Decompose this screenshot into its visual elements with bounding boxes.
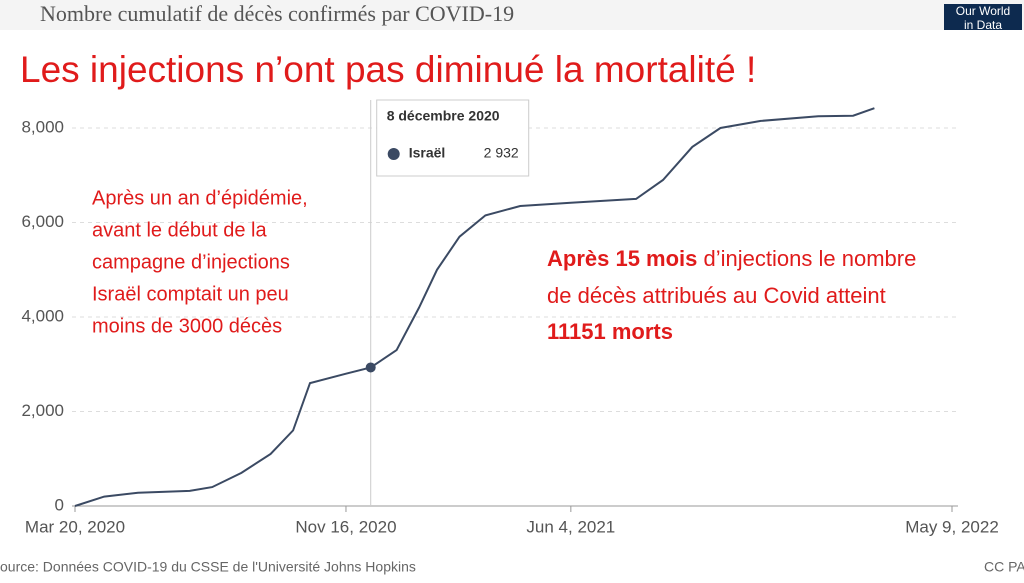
- tooltip-box: [376, 99, 530, 177]
- annotation-line: moins de 3000 décès: [92, 315, 282, 337]
- y-tick-label: 6,000: [21, 212, 64, 231]
- header-band: [0, 0, 1024, 30]
- annotation-line: Israël comptait un peu: [92, 283, 289, 305]
- logo-text: Our World: [956, 4, 1010, 18]
- annotation-bold: Après 15 mois: [547, 246, 697, 271]
- series-line: [74, 107, 875, 507]
- chart-title: Nombre cumulatif de décès confirmés par …: [40, 1, 514, 26]
- annotation-line: Après 15 mois d’injections le nombre: [547, 246, 916, 271]
- tooltip-date: 8 décembre 2020: [387, 108, 500, 124]
- x-tick-label: Mar 20, 2020: [25, 517, 125, 536]
- y-tick-label: 0: [55, 495, 64, 514]
- annotation-bold: 11151 morts: [547, 319, 673, 344]
- y-tick-label: 4,000: [21, 306, 64, 325]
- x-tick-label: May 9, 2022: [905, 517, 999, 536]
- headline: Les injections n’ont pas diminué la mort…: [20, 49, 756, 90]
- y-tick-label: 2,000: [21, 401, 64, 420]
- x-tick-label: Jun 4, 2021: [526, 517, 615, 536]
- logo-box: [944, 4, 1022, 30]
- annotation-line: de décès attribués au Covid atteint: [547, 283, 886, 308]
- right-annotation: Après 15 mois d’injections le nombre de …: [547, 246, 916, 344]
- plot: 0 2,000 4,000 6,000 8,000 Mar 20, 2020 Nov 16,…: [21, 99, 999, 536]
- source: ource: Données COVID-19 du CSSE de l'Uni…: [0, 559, 416, 575]
- tooltip-series: Israël: [409, 145, 446, 161]
- highlight-point: [365, 362, 376, 373]
- x-tick-label: Nov 16, 2020: [295, 517, 396, 536]
- annotation-line: Après un an d’épidémie,: [92, 187, 308, 209]
- tooltip-swatch: [387, 148, 400, 160]
- logo-text: in Data: [964, 18, 1002, 32]
- tooltip-value: 2 932: [484, 145, 519, 161]
- annotation-text: d’injections le nombre: [704, 246, 917, 271]
- annotation-line: campagne d’injections: [92, 251, 290, 273]
- y-tick-label: 8,000: [21, 117, 64, 136]
- left-annotation: Après un an d’épidémie, avant le début d…: [92, 187, 308, 337]
- license: CC PA: [984, 559, 1024, 575]
- annotation-line: avant le début de la: [92, 219, 267, 241]
